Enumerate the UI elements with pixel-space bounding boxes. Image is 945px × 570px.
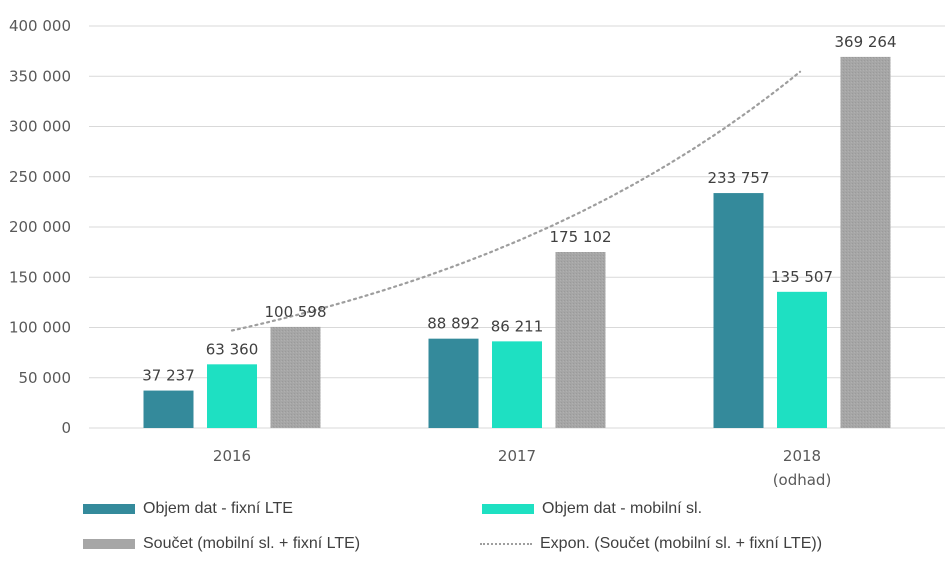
bar-sou-et-mobiln-sl-fixn-lte--2017 (555, 252, 606, 428)
legend-item-soucet: Součet (mobilní sl. + fixní LTE) (83, 535, 360, 553)
y-tick-label: 100 000 (9, 319, 71, 337)
y-tick-label: 300 000 (9, 118, 71, 136)
legend-swatch-fixni-lte (83, 504, 135, 514)
trendline-group (230, 70, 802, 332)
legend-label-soucet: Součet (mobilní sl. + fixní LTE) (143, 535, 361, 552)
data-label: 175 102 (549, 228, 611, 246)
bar-sou-et-mobiln-sl-fixn-lte--2018 (840, 56, 891, 428)
bar-objem-dat-fixn-lte-2018 (713, 193, 764, 428)
bar-sou-et-mobiln-sl-fixn-lte--2016 (270, 326, 321, 428)
y-axis-ticks: 0 50 000 100 000 150 000 200 000 250 000 300 0… (9, 17, 71, 437)
x-tick-sublabel: (odhad) (773, 471, 832, 489)
data-label: 100 598 (264, 303, 326, 321)
data-label: 86 211 (491, 317, 544, 335)
bar-objem-dat-fixn-lte-2016 (143, 390, 194, 428)
legend-swatch-trend (480, 543, 532, 545)
legend-swatch-soucet (83, 539, 135, 549)
bar-objem-dat-mobiln-sl--2018 (777, 291, 827, 428)
bar-objem-dat-mobiln-sl--2017 (492, 341, 542, 428)
y-tick-label: 400 000 (9, 17, 71, 35)
y-tick-label: 0 (61, 419, 71, 437)
legend-item-trend: Expon. (Součet (mobilní sl. + fixní LTE)… (480, 535, 822, 553)
y-tick-label: 200 000 (9, 218, 71, 236)
legend-item-fixni-lte: Objem dat - fixní LTE (83, 500, 293, 518)
data-label: 233 757 (707, 169, 769, 187)
data-label: 135 507 (771, 268, 833, 286)
x-tick-label: 2017 (498, 447, 536, 465)
y-tick-label: 50 000 (19, 369, 72, 387)
x-tick-label: 2018 (783, 447, 821, 465)
data-label: 37 237 (142, 367, 195, 385)
bar-objem-dat-fixn-lte-2017 (428, 338, 479, 428)
y-tick-label: 150 000 (9, 268, 71, 286)
y-tick-label: 350 000 (9, 67, 71, 85)
x-axis-labels: 2016 2017 2018 (odhad) (213, 447, 831, 489)
legend-label-trend: Expon. (Součet (mobilní sl. + fixní LTE)… (540, 535, 823, 552)
data-label: 88 892 (427, 315, 480, 333)
y-tick-label: 250 000 (9, 168, 71, 186)
legend-label-fixni-lte: Objem dat - fixní LTE (143, 500, 293, 517)
bars (143, 56, 891, 428)
chart-plot: 0 50 000 100 000 150 000 200 000 250 000 300 0… (9, 17, 945, 489)
data-label: 63 360 (206, 340, 259, 358)
trendline (230, 70, 802, 332)
data-label: 369 264 (834, 33, 896, 51)
data-labels: 37 237 88 892 233 757 63 360 86 211 135 507 10… (142, 33, 896, 385)
x-tick-label: 2016 (213, 447, 251, 465)
legend-item-mobilni: Objem dat - mobilní sl. (482, 500, 702, 518)
legend-label-mobilni: Objem dat - mobilní sl. (542, 500, 703, 517)
legend-swatch-mobilni (482, 504, 534, 514)
bar-objem-dat-mobiln-sl--2016 (207, 364, 257, 428)
